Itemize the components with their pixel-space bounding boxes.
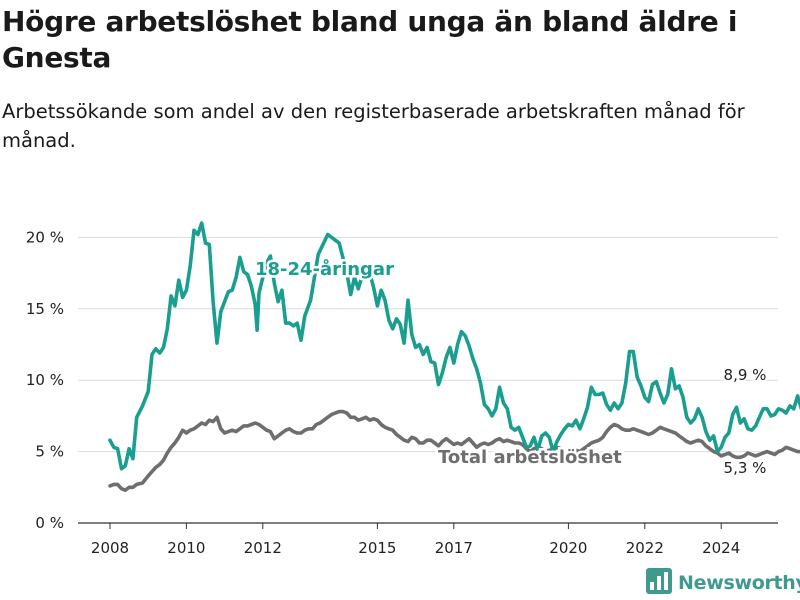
x-tick-label: 2010 bbox=[167, 539, 205, 557]
bar-chart-logo-icon bbox=[646, 568, 672, 598]
newsworthy-brand[interactable]: Newsworthy bbox=[646, 568, 800, 598]
x-tick-label: 2015 bbox=[358, 539, 396, 557]
y-tick-label: 20 % bbox=[26, 228, 64, 246]
x-axis: 2008 2010 2012 2015 2017 2020 2022 2024 bbox=[91, 523, 740, 557]
x-tick-label: 2024 bbox=[702, 539, 740, 557]
youth-series-line bbox=[108, 221, 800, 471]
youth-series-label: 18-24-åringar bbox=[255, 258, 394, 280]
y-tick-label: 10 % bbox=[26, 371, 64, 389]
y-tick-label: 15 % bbox=[26, 300, 64, 318]
chart-subtitle: Arbetssökande som andel av den registerb… bbox=[2, 100, 745, 152]
y-tick-label: 0 % bbox=[35, 514, 64, 532]
x-tick-label: 2020 bbox=[549, 539, 587, 557]
total-series-line bbox=[108, 409, 800, 492]
youth-end-value-label: 8,9 % bbox=[724, 366, 767, 384]
total-end-value-label: 5,3 % bbox=[724, 459, 767, 477]
total-series-label: Total arbetslöshet bbox=[438, 447, 622, 468]
series-lines bbox=[108, 221, 800, 492]
y-tick-label: 5 % bbox=[35, 443, 64, 461]
x-tick-label: 2012 bbox=[244, 539, 282, 557]
brand-name: Newsworthy bbox=[678, 572, 800, 594]
series-labels: 18-24-åringar 8,9 % Total arbetslöshet 5,3 … bbox=[253, 256, 769, 480]
x-tick-label: 2008 bbox=[91, 539, 129, 557]
y-axis: 0 % 5 % 10 % 15 % 20 % bbox=[26, 228, 64, 532]
chart-title: Högre arbetslöshet bland unga än bland ä… bbox=[2, 5, 738, 74]
x-tick-label: 2022 bbox=[626, 539, 664, 557]
x-tick-label: 2017 bbox=[435, 539, 473, 557]
